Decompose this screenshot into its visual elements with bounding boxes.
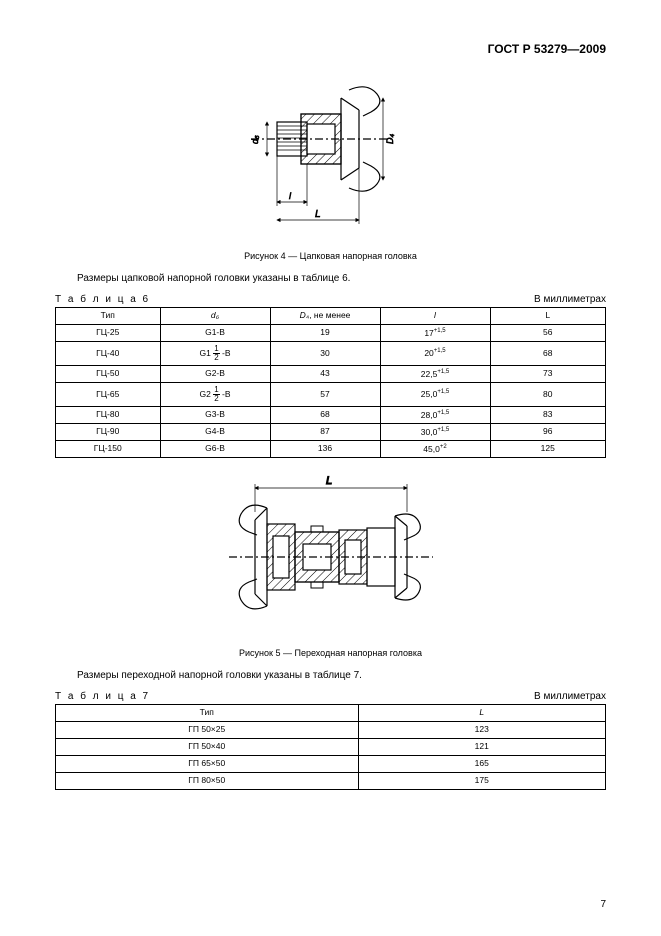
document-header: ГОСТ Р 53279—2009 <box>55 42 606 56</box>
table7-row: ГП 50×25123 <box>56 722 606 739</box>
table6-col-0: Тип <box>56 308 161 325</box>
table6-cell: 45,0+2 <box>380 441 490 458</box>
table6-col-4: L <box>490 308 606 325</box>
table7-header: Т а б л и ц а 7 В миллиметрах <box>55 691 606 702</box>
table6-cell: G3-B <box>160 407 270 424</box>
table6-cell: 125 <box>490 441 606 458</box>
table6-cell: 96 <box>490 424 606 441</box>
page-number: 7 <box>600 899 606 910</box>
dim-L4-label: L <box>315 209 321 220</box>
table7-row: ГП 80×50175 <box>56 773 606 790</box>
table6-row: ГЦ-65G2 12 -B5725,0+1,580 <box>56 383 606 407</box>
table6-cell: 56 <box>490 325 606 342</box>
table6-cell: ГЦ-150 <box>56 441 161 458</box>
table6-cell: 68 <box>490 342 606 366</box>
table7-cell: 175 <box>358 773 606 790</box>
table7-cell: ГП 50×25 <box>56 722 359 739</box>
table6-cell: 87 <box>270 424 380 441</box>
table6-cell: ГЦ-40 <box>56 342 161 366</box>
table6-cell: G1-B <box>160 325 270 342</box>
table6-cell: ГЦ-50 <box>56 366 161 383</box>
table-6: Типd₆D₄, не менееlL ГЦ-25G1-B1917+1,556Г… <box>55 307 606 458</box>
table7-row: ГП 50×40121 <box>56 739 606 756</box>
table6-row: ГЦ-80G3-B6828,0+1,583 <box>56 407 606 424</box>
table6-cell: 22,5+1,5 <box>380 366 490 383</box>
table6-cell: 136 <box>270 441 380 458</box>
figure-5: L <box>55 472 606 640</box>
table6-cell: 17+1,5 <box>380 325 490 342</box>
table6-cell: ГЦ-25 <box>56 325 161 342</box>
table6-cell: 43 <box>270 366 380 383</box>
table6-cell: 28,0+1,5 <box>380 407 490 424</box>
table7-cell: ГП 65×50 <box>56 756 359 773</box>
table6-col-1: d₆ <box>160 308 270 325</box>
table6-cell: 68 <box>270 407 380 424</box>
table6-label: Т а б л и ц а 6 <box>55 294 150 305</box>
table6-cell: G4-B <box>160 424 270 441</box>
table6-cell: G2-B <box>160 366 270 383</box>
table7-cell: ГП 50×40 <box>56 739 359 756</box>
table7-col-1: L <box>358 705 606 722</box>
table6-col-3: l <box>380 308 490 325</box>
table7-col-0: Тип <box>56 705 359 722</box>
figure-5-caption: Рисунок 5 — Переходная напорная головка <box>55 648 606 658</box>
figure-4-caption: Рисунок 4 — Цапковая напорная головка <box>55 251 606 261</box>
dim-L5-label: L <box>325 475 331 487</box>
table7-row: ГП 65×50165 <box>56 756 606 773</box>
table6-cell: 73 <box>490 366 606 383</box>
table7-label: Т а б л и ц а 7 <box>55 691 150 702</box>
table6-row: ГЦ-50G2-B4322,5+1,573 <box>56 366 606 383</box>
table6-row: ГЦ-150G6-B13645,0+2125 <box>56 441 606 458</box>
table7-cell: 121 <box>358 739 606 756</box>
dim-D4-label: D₄ <box>385 134 395 144</box>
table6-cell: ГЦ-90 <box>56 424 161 441</box>
table-7: ТипL ГП 50×25123ГП 50×40121ГП 65×50165ГП… <box>55 704 606 790</box>
table6-cell: 30,0+1,5 <box>380 424 490 441</box>
table7-cell: 123 <box>358 722 606 739</box>
figure-4: d₆ D₄ l L <box>55 70 606 243</box>
dim-l-label: l <box>289 191 292 201</box>
table6-cell: 20+1,5 <box>380 342 490 366</box>
table6-cell: ГЦ-80 <box>56 407 161 424</box>
table6-cell: G2 12 -B <box>160 383 270 407</box>
table6-cell: 83 <box>490 407 606 424</box>
table7-cell: 165 <box>358 756 606 773</box>
table6-cell: G1 12 -B <box>160 342 270 366</box>
table7-units: В миллиметрах <box>534 691 606 702</box>
dim-d6-label: d₆ <box>250 135 260 144</box>
paragraph-t6-intro: Размеры цапковой напорной головки указан… <box>55 273 606 284</box>
table6-cell: G6-B <box>160 441 270 458</box>
table6-cell: 30 <box>270 342 380 366</box>
table6-row: ГЦ-40G1 12 -B3020+1,568 <box>56 342 606 366</box>
table6-cell: 57 <box>270 383 380 407</box>
table6-row: ГЦ-90G4-B8730,0+1,596 <box>56 424 606 441</box>
table6-cell: 80 <box>490 383 606 407</box>
table6-row: ГЦ-25G1-B1917+1,556 <box>56 325 606 342</box>
table6-col-2: D₄, не менее <box>270 308 380 325</box>
table6-cell: 25,0+1,5 <box>380 383 490 407</box>
table6-header: Т а б л и ц а 6 В миллиметрах <box>55 294 606 305</box>
table6-units: В миллиметрах <box>534 294 606 305</box>
table7-cell: ГП 80×50 <box>56 773 359 790</box>
table6-cell: ГЦ-65 <box>56 383 161 407</box>
paragraph-t7-intro: Размеры переходной напорной головки указ… <box>55 670 606 681</box>
table6-cell: 19 <box>270 325 380 342</box>
